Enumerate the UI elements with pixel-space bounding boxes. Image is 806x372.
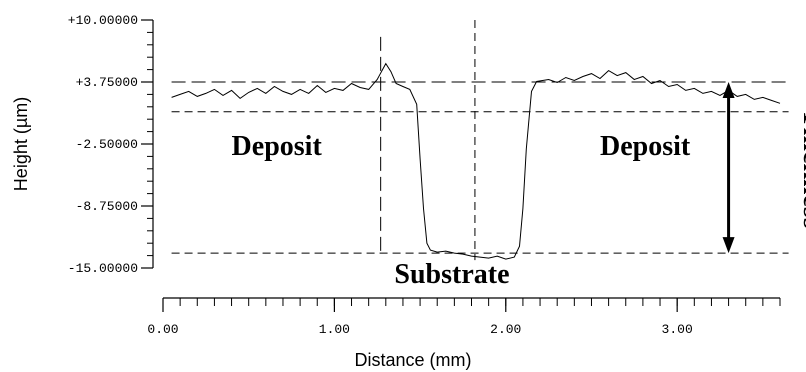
thickness-arrow: [722, 82, 735, 254]
annotation-thickness: Thickness: [797, 109, 806, 229]
x-axis-tick-labels: 0.00 1.00 2.00 3.00: [147, 322, 692, 337]
thickness-arrow-head-bottom: [722, 237, 735, 254]
x-axis-major-ticks: [162, 298, 678, 312]
reference-lines: [171, 20, 789, 261]
thickness-arrow-head-top: [722, 82, 735, 98]
y-tick-label: -15.00000: [68, 261, 138, 276]
annotation-deposit: Deposit: [232, 131, 323, 162]
x-tick-label: 1.00: [319, 322, 350, 337]
y-tick-label: -8.75000: [76, 199, 138, 214]
y-axis-title: Height (µm): [11, 97, 31, 191]
annotations: Deposit Deposit Substrate Thickness: [232, 109, 806, 290]
x-tick-label: 3.00: [662, 322, 693, 337]
height-profile-line: [171, 62, 781, 260]
annotation-substrate: Substrate: [394, 259, 509, 290]
y-tick-label: +10.00000: [68, 13, 138, 28]
y-axis-major-ticks: [141, 19, 153, 269]
x-axis-title: Distance (mm): [354, 350, 471, 370]
x-tick-label: 0.00: [147, 322, 178, 337]
annotation-deposit: Deposit: [600, 131, 691, 162]
x-tick-label: 2.00: [490, 322, 521, 337]
y-axis-tick-labels: +10.00000 +3.75000 -2.50000 -8.75000 -15.000…: [68, 13, 138, 276]
y-tick-label: +3.75000: [76, 75, 138, 90]
y-tick-label: -2.50000: [76, 137, 138, 152]
x-axis-minor-ticks: [162, 298, 781, 306]
